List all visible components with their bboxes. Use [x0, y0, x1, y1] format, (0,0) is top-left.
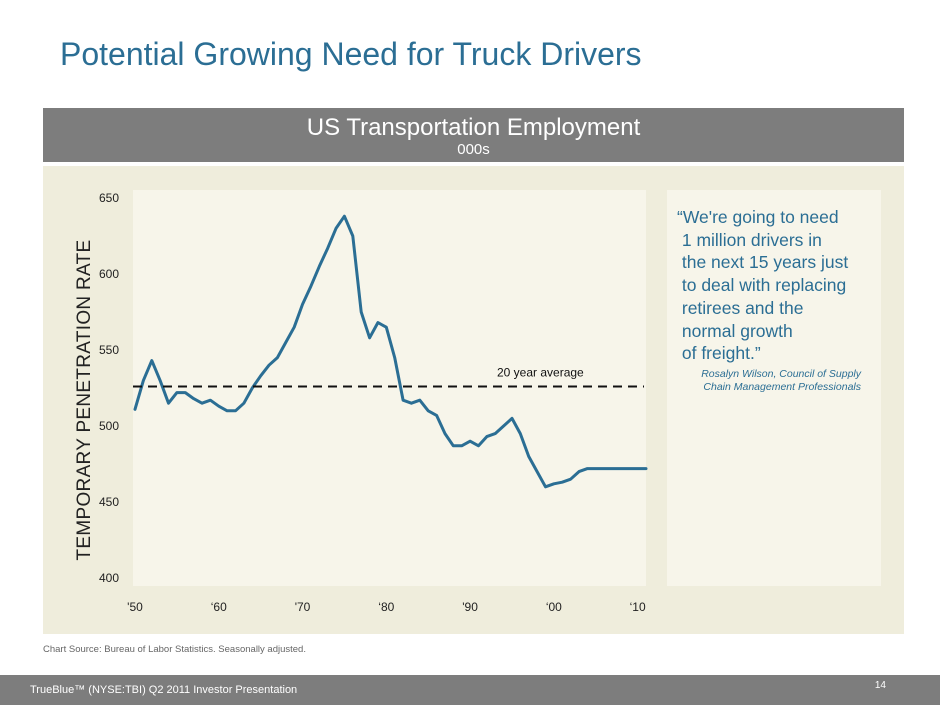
y-tick-label: 450 — [99, 495, 119, 509]
quote-attribution: Rosalyn Wilson, Council of Supply Chain … — [701, 368, 861, 393]
quote-box — [667, 190, 881, 586]
quote-text: “We're going to need 1 million drivers i… — [677, 207, 849, 364]
footer-text: TrueBlue™ (NYSE:TBI) Q2 2011 Investor Pr… — [30, 684, 298, 696]
y-tick-label: 500 — [99, 419, 119, 433]
x-tick-label: ‘80 — [378, 600, 394, 614]
employment-series-line — [133, 214, 648, 489]
x-tick-label: ‘60 — [211, 600, 227, 614]
x-tick-label: '50 — [127, 600, 143, 614]
chart-title: US Transportation Employment — [306, 114, 641, 141]
x-tick-label: ‘00 — [546, 600, 562, 614]
footer-bar: TrueBlue™ (NYSE:TBI) Q2 2011 Investor Pr… — [0, 675, 940, 705]
twenty-year-average-label: 20 year average — [497, 365, 584, 379]
y-tick-label: 650 — [99, 191, 119, 205]
y-tick-label: 400 — [99, 571, 119, 585]
x-tick-label: '70 — [295, 600, 311, 614]
x-tick-label: '90 — [462, 600, 478, 614]
chart-header-band: US Transportation Employment 000s — [43, 108, 904, 162]
y-tick-label: 600 — [99, 267, 119, 281]
plot-area — [133, 190, 646, 586]
page-number: 14 — [874, 680, 886, 691]
x-tick-label: ‘10 — [630, 600, 646, 614]
chart-subtitle: 000s — [457, 141, 490, 158]
chart-source-note: Chart Source: Bureau of Labor Statistics… — [43, 644, 306, 655]
slide-title: Potential Growing Need for Truck Drivers — [60, 36, 642, 72]
y-tick-label: 550 — [99, 343, 119, 357]
